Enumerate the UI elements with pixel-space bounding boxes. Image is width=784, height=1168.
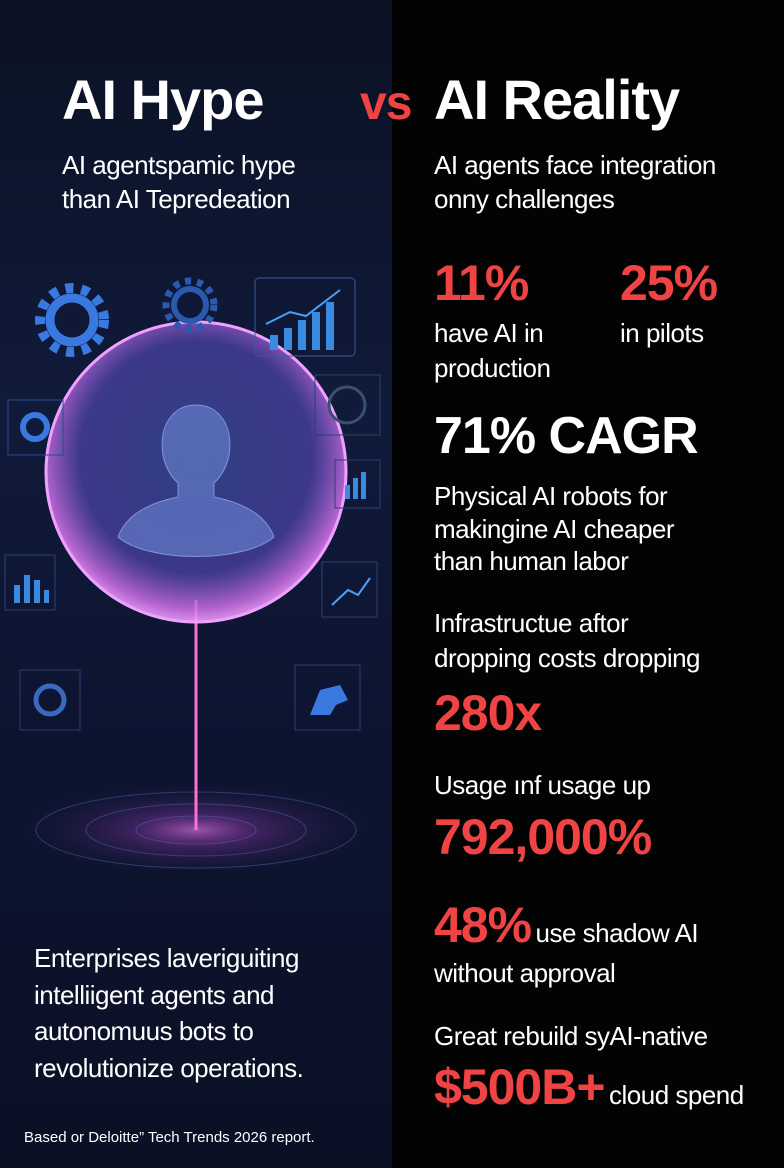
hype-body-line: Enterprises laveriguiting [34, 943, 299, 973]
usage-stat: 792,000% [434, 809, 652, 865]
cagr-label: Physical AI robots for [434, 481, 668, 511]
cloud-spend-stat: $500B+ [434, 1059, 606, 1115]
hype-subtitle-line: AI agentspamic hype [62, 150, 296, 180]
gear-icon [35, 283, 109, 357]
shadow-ai-label: without approval [434, 958, 616, 988]
reality-panel [392, 0, 784, 1168]
hype-body-line: revolutionize operations. [34, 1053, 304, 1083]
reality-title: AI Reality [434, 68, 680, 131]
trend-chart-icon [321, 561, 378, 618]
cloud-spend-row: $500B+ cloud spend [434, 1062, 744, 1112]
shadow-ai-stat: 48% [434, 897, 532, 953]
infra-label: dropping costs dropping [434, 643, 701, 673]
hype-body-line: intelliigent agents and [34, 980, 275, 1010]
ai-sphere-illustration [4, 277, 386, 870]
hype-body-line: autonomuus bots to [34, 1016, 254, 1046]
cagr-label: than human labor [434, 546, 629, 576]
shadow-ai-row: 48% use shadow AI [434, 897, 699, 953]
cagr-stat: 71% CAGR [434, 407, 699, 465]
human-head-icon [117, 404, 275, 557]
gear-icon [162, 277, 218, 333]
reality-subtitle-line: AI agents face integration [434, 150, 716, 180]
vs-label: vs [360, 77, 412, 130]
gear-icon [7, 399, 64, 456]
production-label: have AI in [434, 318, 544, 348]
usage-label: Usage ınf usage up [434, 770, 651, 800]
infra-label: Infrastructue aftor [434, 608, 629, 638]
trend-chart-icon [254, 277, 356, 357]
cloud-spend-label: cloud spend [609, 1080, 744, 1110]
pilots-stat: 25% [620, 255, 718, 311]
shadow-ai-label: use shadow AI [535, 918, 699, 948]
robot-arm-icon [294, 664, 361, 731]
hype-title: AI Hype [62, 68, 264, 131]
brain-icon [314, 374, 381, 436]
source-footnote: Based or Deloitte” Tech Trends 2026 repo… [24, 1129, 315, 1146]
production-stat: 11% [434, 255, 529, 311]
rebuild-label: Great rebuild syAI-native [434, 1021, 708, 1051]
infra-stat: 280x [434, 685, 542, 741]
bar-chart-icon [334, 459, 381, 509]
pilots-label: in pilots [620, 318, 704, 348]
hype-subtitle-line: than AI Tepredeation [62, 184, 291, 214]
gear-icon [19, 669, 81, 731]
bar-chart-icon [4, 554, 56, 611]
reality-subtitle-line: onny challenges [434, 184, 615, 214]
production-label: production [434, 353, 551, 383]
cagr-label: makingine AI cheaper [434, 514, 675, 544]
